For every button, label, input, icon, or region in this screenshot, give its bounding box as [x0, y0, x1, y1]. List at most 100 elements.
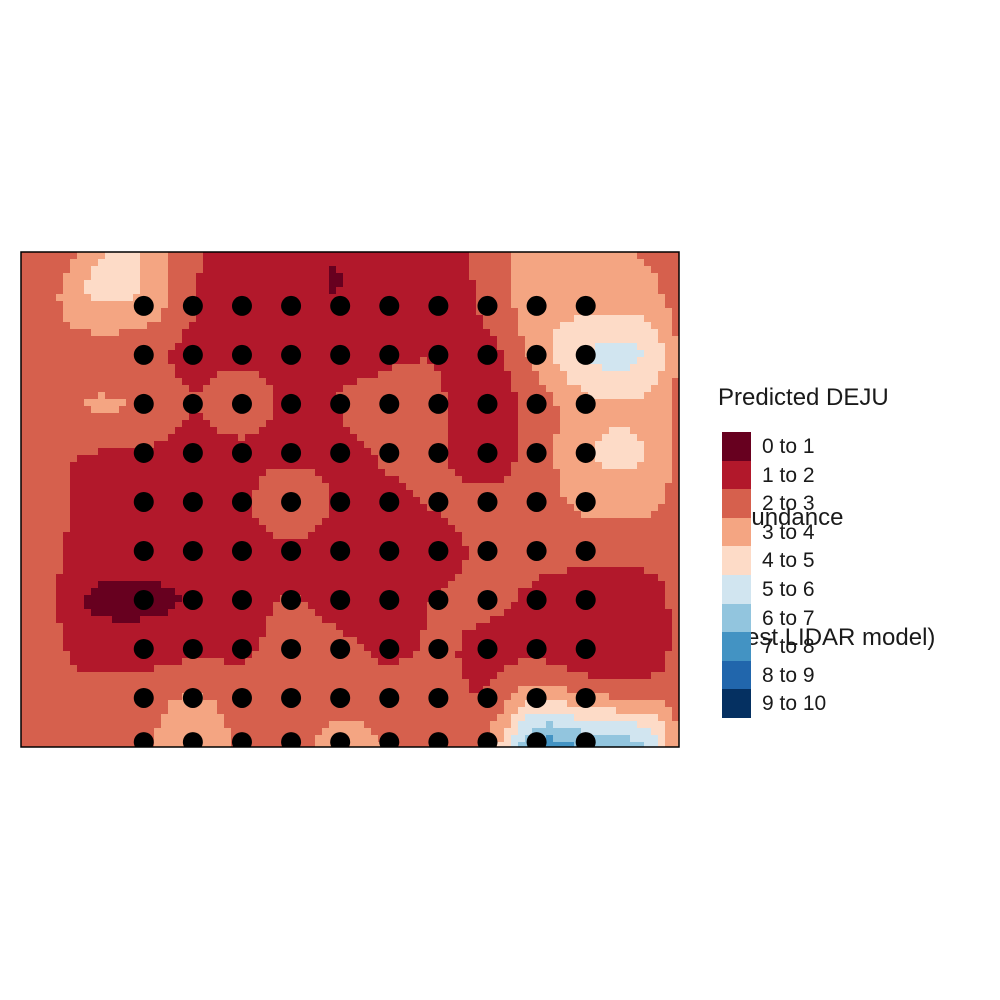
survey-point: [477, 442, 498, 463]
survey-point: [231, 295, 252, 316]
survey-point: [428, 344, 449, 365]
legend-label: 7 to 8: [762, 635, 815, 659]
survey-point: [477, 589, 498, 610]
survey-point: [330, 295, 351, 316]
survey-point: [379, 589, 400, 610]
legend-color-key: [722, 460, 751, 490]
survey-point: [379, 732, 400, 747]
survey-point: [477, 638, 498, 659]
survey-point: [526, 687, 547, 708]
survey-point: [231, 732, 252, 747]
legend-label: 5 to 6: [762, 577, 815, 601]
survey-point: [231, 393, 252, 414]
survey-point: [281, 295, 302, 316]
survey-point: [477, 491, 498, 512]
legend-color-key: [722, 660, 751, 690]
survey-point: [133, 442, 154, 463]
legend-label: 2 to 3: [762, 492, 815, 516]
survey-point: [182, 687, 203, 708]
legend-label: 9 to 10: [762, 692, 827, 716]
survey-point: [575, 732, 596, 747]
survey-point: [182, 344, 203, 365]
survey-point: [428, 687, 449, 708]
survey-point: [379, 442, 400, 463]
survey-point: [477, 687, 498, 708]
survey-point: [182, 540, 203, 561]
survey-point: [133, 393, 154, 414]
survey-point: [182, 442, 203, 463]
legend-title-line-1: Predicted DEJU: [718, 384, 889, 411]
survey-point: [575, 295, 596, 316]
legend-color-key: [722, 517, 751, 547]
survey-point: [133, 540, 154, 561]
survey-point: [575, 491, 596, 512]
survey-point: [379, 393, 400, 414]
survey-point: [330, 589, 351, 610]
legend-color-key: [722, 489, 751, 518]
survey-point: [133, 732, 154, 747]
legend-label: 8 to 9: [762, 663, 815, 687]
survey-point: [133, 638, 154, 659]
survey-point: [428, 589, 449, 610]
survey-point: [231, 638, 252, 659]
survey-point: [575, 540, 596, 561]
survey-point: [379, 344, 400, 365]
survey-point: [330, 540, 351, 561]
survey-point: [231, 344, 252, 365]
survey-point: [330, 687, 351, 708]
survey-point: [379, 491, 400, 512]
survey-point: [330, 393, 351, 414]
legend-label: 1 to 2: [762, 463, 815, 487]
survey-point: [477, 295, 498, 316]
survey-point: [182, 295, 203, 316]
survey-point: [575, 687, 596, 708]
survey-point: [526, 732, 547, 747]
survey-point: [281, 491, 302, 512]
survey-point: [330, 732, 351, 747]
legend-label: 3 to 4: [762, 520, 815, 544]
survey-point: [477, 393, 498, 414]
survey-point: [526, 589, 547, 610]
survey-point: [379, 687, 400, 708]
survey-point: [281, 589, 302, 610]
survey-point: [182, 732, 203, 747]
legend-color-key: [722, 432, 751, 461]
survey-point: [133, 344, 154, 365]
survey-point: [477, 344, 498, 365]
survey-point: [428, 732, 449, 747]
survey-point: [379, 295, 400, 316]
legend-color-key: [722, 632, 751, 661]
survey-point: [379, 540, 400, 561]
survey-point: [182, 638, 203, 659]
survey-point: [182, 491, 203, 512]
legend: Predicted DEJU abundance (best LIDAR mod…: [718, 298, 935, 738]
legend-label: 4 to 5: [762, 549, 815, 573]
survey-point: [182, 393, 203, 414]
survey-point: [575, 393, 596, 414]
survey-point: [281, 442, 302, 463]
survey-point: [477, 732, 498, 747]
survey-point: [231, 442, 252, 463]
survey-point: [231, 491, 252, 512]
survey-point: [575, 344, 596, 365]
survey-point: [133, 295, 154, 316]
legend-label: 0 to 1: [762, 435, 815, 458]
survey-point: [330, 442, 351, 463]
survey-point: [526, 638, 547, 659]
panel-border: [20, 251, 680, 748]
survey-point: [526, 442, 547, 463]
survey-point: [477, 540, 498, 561]
legend-label: 6 to 7: [762, 606, 815, 630]
survey-point: [526, 344, 547, 365]
survey-point: [182, 589, 203, 610]
survey-point: [133, 589, 154, 610]
legend-color-key: [722, 546, 751, 575]
survey-point: [133, 491, 154, 512]
legend-title-line-3: (best LIDAR model): [718, 624, 936, 651]
survey-point: [133, 687, 154, 708]
survey-point: [231, 589, 252, 610]
survey-point: [330, 491, 351, 512]
survey-point: [281, 540, 302, 561]
survey-point: [526, 295, 547, 316]
